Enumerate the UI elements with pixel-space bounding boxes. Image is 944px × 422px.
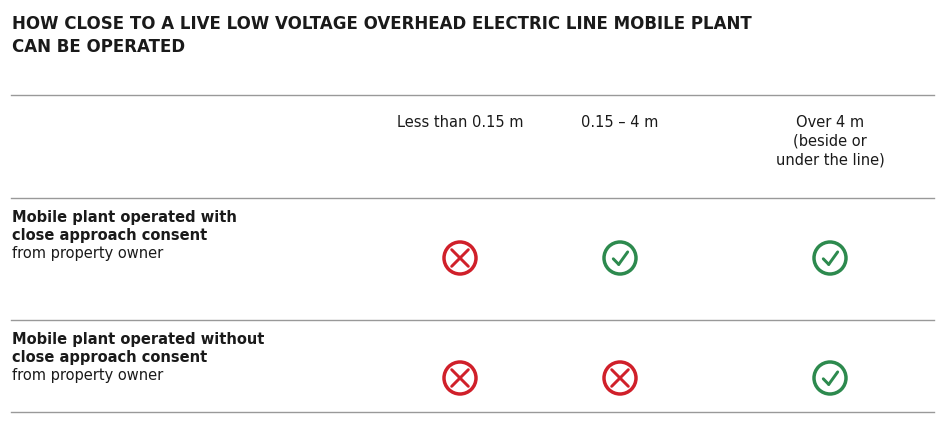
Text: 0.15 – 4 m: 0.15 – 4 m — [581, 115, 658, 130]
Text: close approach consent: close approach consent — [12, 350, 207, 365]
Text: from property owner: from property owner — [12, 368, 163, 383]
Text: Over 4 m
(beside or
under the line): Over 4 m (beside or under the line) — [775, 115, 884, 167]
Text: Mobile plant operated without: Mobile plant operated without — [12, 332, 264, 347]
Text: close approach consent: close approach consent — [12, 228, 207, 243]
Text: Less than 0.15 m: Less than 0.15 m — [396, 115, 523, 130]
Text: Mobile plant operated with: Mobile plant operated with — [12, 210, 237, 225]
Text: from property owner: from property owner — [12, 246, 163, 261]
Text: HOW CLOSE TO A LIVE LOW VOLTAGE OVERHEAD ELECTRIC LINE MOBILE PLANT
CAN BE OPERA: HOW CLOSE TO A LIVE LOW VOLTAGE OVERHEAD… — [12, 15, 751, 56]
